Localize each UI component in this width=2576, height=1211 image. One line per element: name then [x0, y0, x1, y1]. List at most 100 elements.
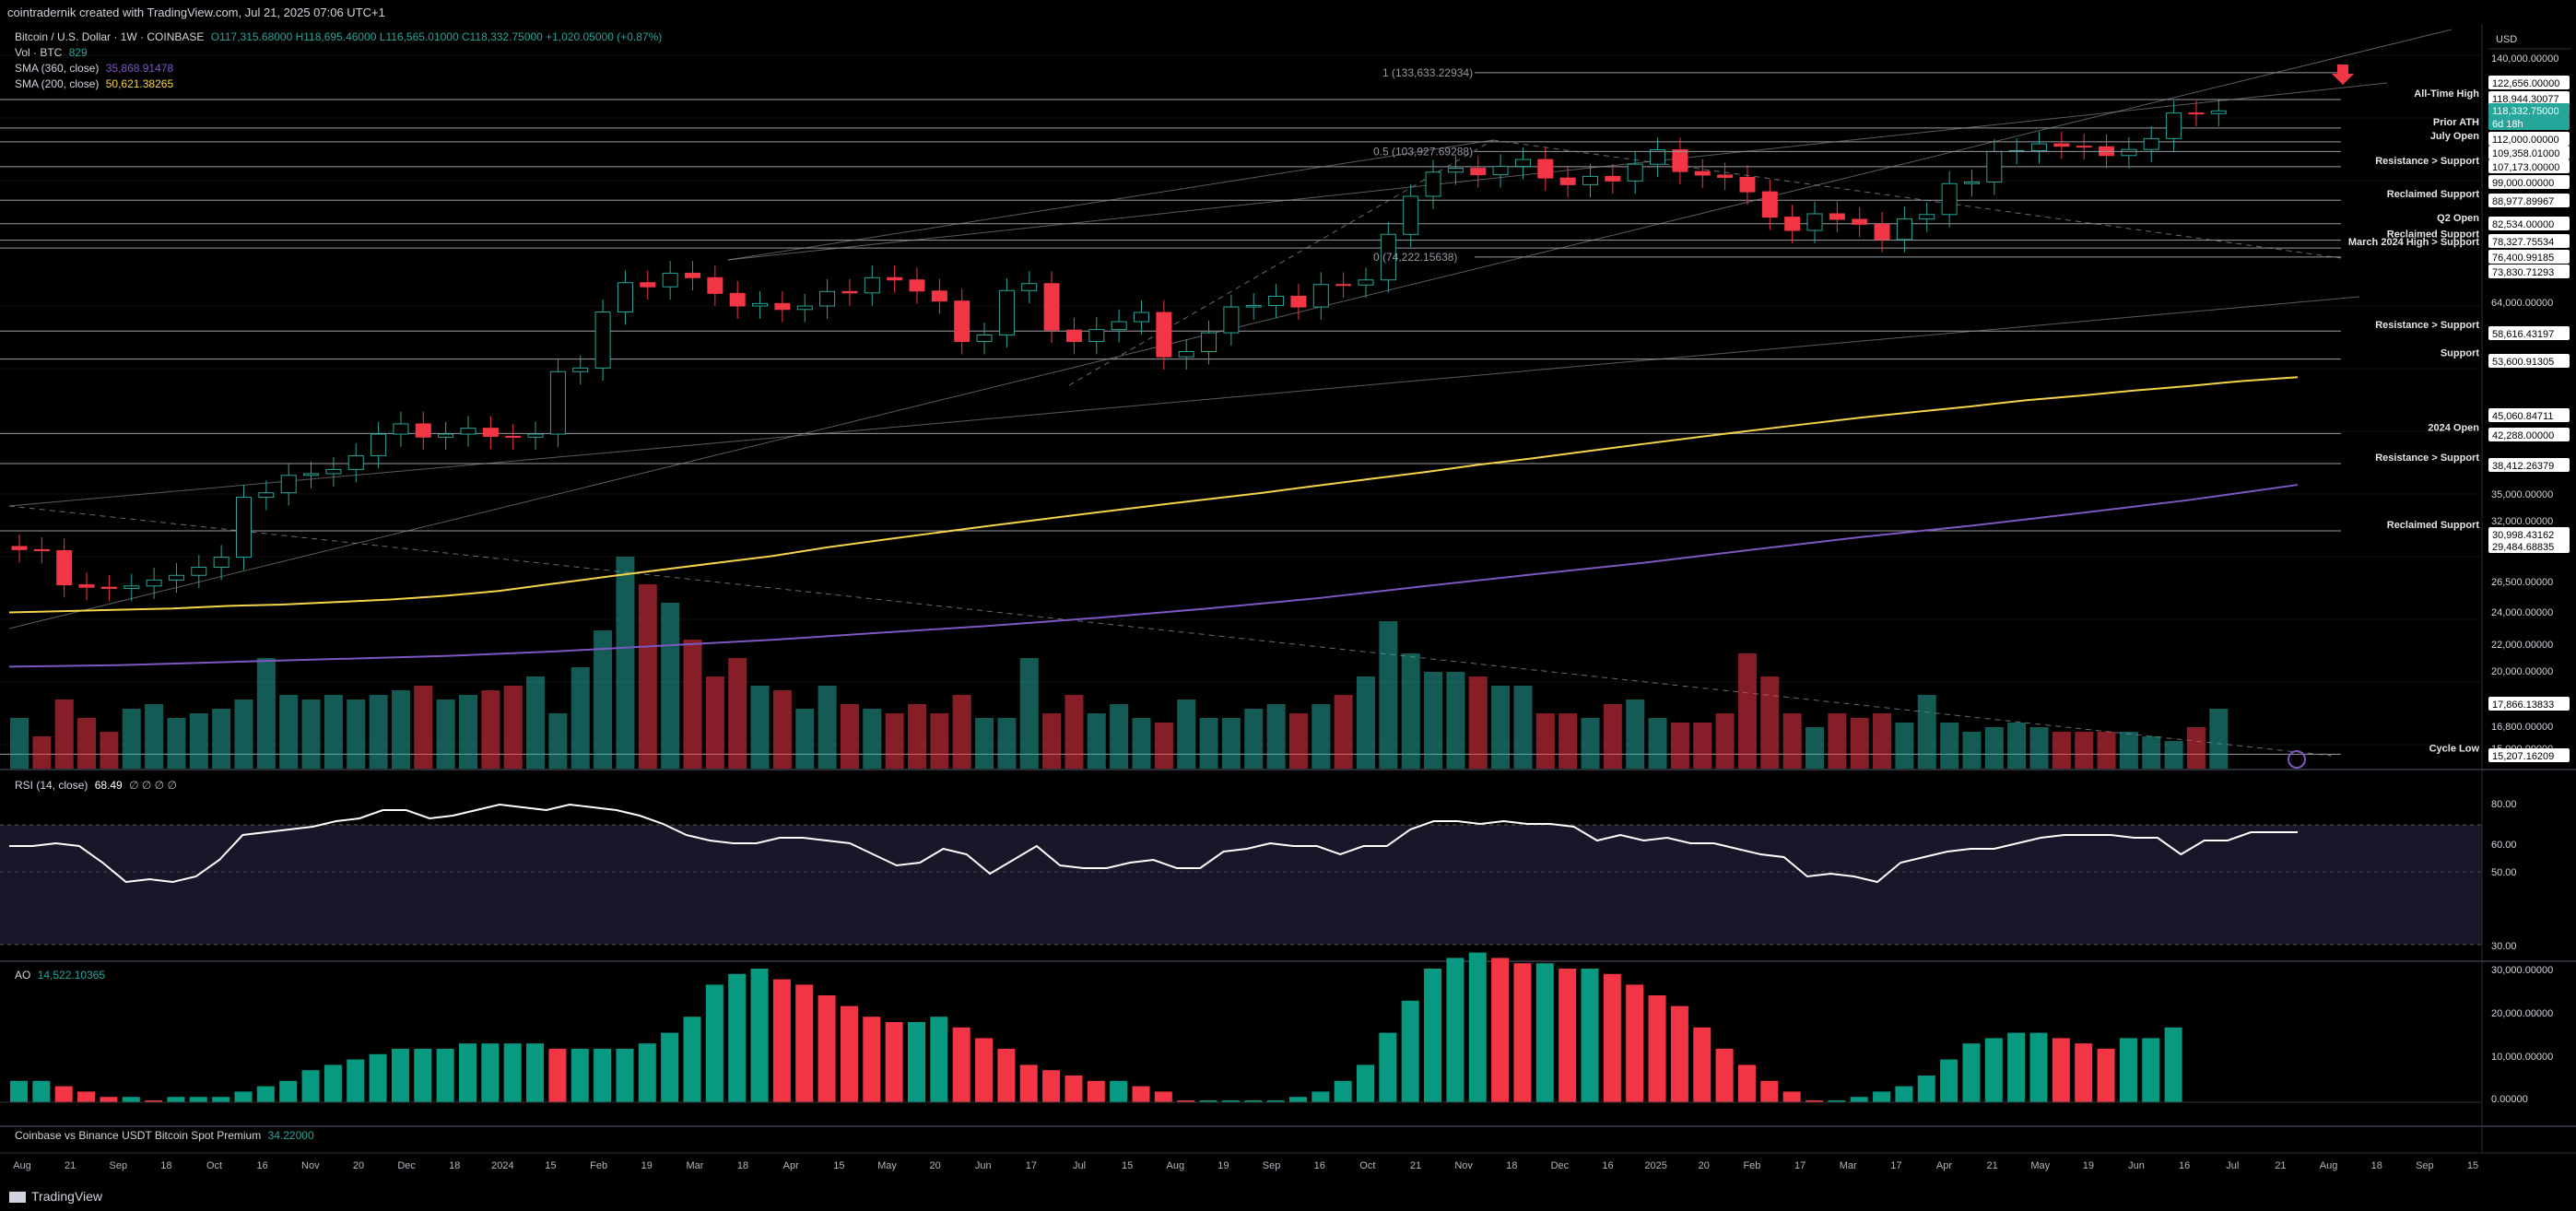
candle-body: [527, 433, 544, 438]
price-box-label: 112,000.00000: [2492, 135, 2559, 146]
tradingview-logo[interactable]: TradingView: [9, 1189, 102, 1204]
candle-body: [1806, 213, 1823, 231]
candle-body: [549, 370, 566, 435]
price-box-label: 45,060.84711: [2492, 411, 2553, 422]
candle-body: [146, 579, 162, 587]
ao-bar: [1154, 1091, 1172, 1102]
price-box-label: 107,173.00000: [2492, 162, 2559, 173]
candle-body: [347, 454, 364, 470]
price-box-bg: [2488, 697, 2570, 711]
ao-bar: [1042, 1070, 1061, 1102]
volume-bar: [705, 676, 724, 769]
candle-body: [1672, 149, 1688, 172]
time-tick-label: Feb: [1743, 1160, 1760, 1171]
time-tick-label: 17: [1026, 1160, 1037, 1171]
time-tick-label: 15: [2467, 1160, 2478, 1171]
ao-bar: [1828, 1100, 1846, 1102]
time-tick-label: 20: [1699, 1160, 1710, 1171]
rsi-tick-label: 50.00: [2491, 867, 2517, 878]
candle-body: [371, 433, 387, 456]
volume-bar: [2119, 732, 2138, 769]
ao-bar: [369, 1053, 387, 1102]
ao-bar: [1110, 1080, 1128, 1102]
candle-body: [1537, 159, 1554, 179]
volume-bar: [1828, 713, 1847, 769]
candle-body: [2210, 110, 2227, 114]
dashed-trendline: [8, 505, 2333, 757]
candle-body: [1896, 218, 1912, 241]
ao-pane: [0, 952, 2482, 1103]
time-tick-label: 18: [160, 1160, 171, 1171]
volume-value: 829: [68, 46, 88, 59]
ao-bar: [1895, 1086, 1913, 1102]
candle-body: [438, 433, 454, 438]
ao-bar: [1087, 1080, 1105, 1102]
volume-bar: [369, 695, 388, 769]
time-tick-label: 18: [449, 1160, 460, 1171]
price-box-label: 76,400.99185: [2492, 253, 2554, 264]
price-box: 6d 18h: [2488, 116, 2570, 130]
price-tick-label: 26,500.00000: [2491, 577, 2553, 588]
ao-bar: [122, 1097, 140, 1102]
candle-body: [124, 585, 140, 589]
price-box-bg: [2488, 175, 2570, 189]
candle-body: [954, 300, 970, 343]
time-tick-label: Nov: [1454, 1160, 1473, 1171]
ao-bar: [391, 1049, 409, 1102]
trendline: [727, 82, 2388, 261]
price-chart[interactable]: All-Time High Prior ATH July Open Resistanc…: [0, 24, 2576, 1182]
volume-bar: [2097, 732, 2116, 769]
candle-body: [1739, 176, 1756, 193]
volume-bar: [1603, 704, 1622, 769]
rsi-legend[interactable]: RSI (14, close) 68.49 ∅ ∅ ∅ ∅: [15, 779, 177, 792]
candle-body: [1290, 295, 1307, 308]
premium-legend[interactable]: Coinbase vs Binance USDT Bitcoin Spot Pr…: [15, 1129, 314, 1142]
volume-legend[interactable]: Vol · BTC 829: [15, 46, 88, 59]
ao-bar: [323, 1064, 342, 1102]
ao-bar: [1334, 1080, 1352, 1102]
down-arrow-icon: [2332, 65, 2354, 85]
sma200-line: [8, 376, 2299, 614]
volume-bar: [1648, 718, 1667, 769]
price-box-bg: [2488, 527, 2570, 541]
candle-body: [572, 367, 589, 372]
time-tick-label: May: [877, 1160, 897, 1171]
level-label: Reclaimed Support: [2387, 189, 2480, 200]
price-box: 73,830.71293: [2488, 265, 2570, 278]
volume-bar: [1917, 695, 1936, 769]
volume-bar: [1782, 713, 1802, 769]
volume-bar: [1401, 653, 1420, 769]
ao-value: 14,522.10365: [37, 969, 106, 982]
tradingview-icon: [9, 1192, 26, 1204]
ao-bar: [885, 1022, 903, 1102]
ao-bar: [1401, 1000, 1419, 1102]
candle-body: [2031, 143, 2047, 151]
candle-body: [1043, 283, 1060, 331]
ao-bar: [1581, 969, 1599, 1102]
ao-bar: [189, 1097, 207, 1102]
price-box-bg: [2488, 748, 2570, 762]
symbol-legend[interactable]: Bitcoin / U.S. Dollar · 1W · COINBASE O1…: [15, 30, 662, 43]
volume-bar: [347, 700, 366, 769]
sma200-legend[interactable]: SMA (200, close) 50,621.38265: [15, 77, 173, 90]
volume-bar: [145, 704, 164, 769]
time-tick-label: Mar: [1840, 1160, 1857, 1171]
volume-bar: [2164, 741, 2183, 769]
price-tick-label: 32,000.00000: [2491, 516, 2553, 527]
volume-bar: [77, 718, 97, 769]
price-box-bg: [2488, 91, 2570, 105]
rsi-pane: [0, 803, 2482, 946]
candle-body: [33, 548, 50, 552]
volume-bars: [10, 557, 2229, 769]
candle-body: [1268, 295, 1285, 306]
volume-bar: [1940, 723, 1959, 769]
price-box-bg: [2488, 103, 2570, 117]
volume-bar: [772, 690, 792, 769]
candle-body: [1245, 304, 1262, 308]
time-tick-label: 17: [1890, 1160, 1901, 1171]
volume-bar: [661, 603, 680, 769]
ao-legend[interactable]: AO 14,522.10365: [15, 969, 105, 982]
sma360-legend[interactable]: SMA (360, close) 35,868.91478: [15, 62, 173, 75]
time-tick-label: 21: [2275, 1160, 2286, 1171]
price-box-bg: [2488, 539, 2570, 553]
